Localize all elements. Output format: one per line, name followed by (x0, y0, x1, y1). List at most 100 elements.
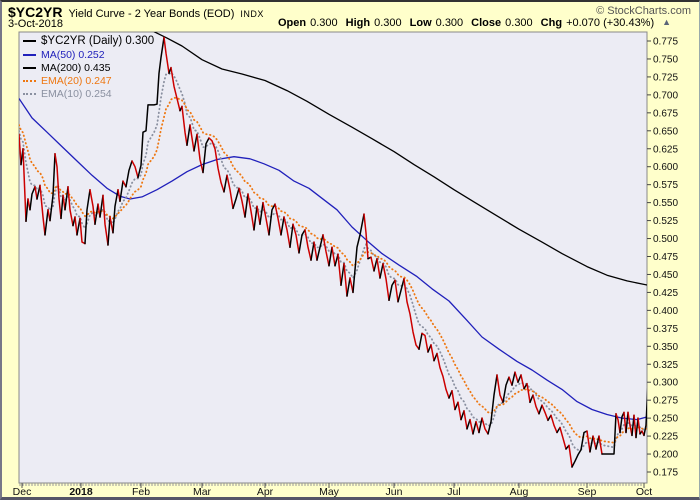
price-down-segment (430, 344, 435, 362)
y-axis-label: 0.475 (653, 252, 678, 263)
price-down-segment (532, 394, 540, 415)
y-axis-label: 0.600 (653, 162, 678, 173)
price-down-segment (274, 203, 282, 236)
price-up-segment (49, 153, 56, 222)
price-down-segment (238, 187, 246, 218)
ema10-line (19, 71, 647, 451)
price-up-segment (125, 160, 133, 188)
price-down-segment (226, 174, 234, 210)
y-axis-label: 0.575 (653, 180, 678, 191)
price-up-segment (352, 213, 365, 294)
price-up-segment (223, 174, 228, 193)
price-up-segment (379, 262, 384, 279)
price-up-segment (202, 137, 210, 174)
price-up-segment (346, 277, 351, 297)
x-axis-label: Mar (193, 486, 212, 498)
ma200-line (153, 32, 647, 286)
price-down-segment (208, 137, 225, 193)
price-down-segment (514, 371, 519, 383)
x-axis-label: Feb (132, 486, 150, 498)
y-axis-label: 0.550 (653, 198, 678, 209)
price-down-segment (559, 426, 567, 450)
low-quote: Low 0.300 (409, 17, 464, 29)
price-up-segment (193, 133, 198, 152)
instrument-name: Yield Curve - 2 Year Bonds (EOD) (68, 8, 235, 20)
price-down-segment (403, 278, 420, 350)
y-axis-label: 0.175 (653, 468, 678, 479)
price-down-segment (586, 430, 591, 453)
y-axis-label: 0.675 (653, 108, 678, 119)
series-layer (19, 32, 647, 468)
price-up-segment (186, 124, 191, 146)
price-up-segment (589, 435, 594, 453)
price-up-segment (571, 430, 588, 468)
price-up-segment (316, 234, 324, 261)
price-down-segment (363, 213, 369, 260)
y-axis-label: 0.275 (653, 396, 678, 407)
price-down-segment (34, 186, 38, 200)
price-up-segment (232, 187, 240, 210)
y-axis: 0.775 0.750 0.725 0.700 0.675 0.650 0.625 0.600… (647, 37, 678, 479)
price-up-segment (44, 209, 49, 236)
price-down-segment (189, 124, 195, 152)
price-down-segment (67, 186, 74, 227)
y-axis-label: 0.525 (653, 216, 678, 227)
price-down-segment (196, 133, 204, 174)
chart-title: $YC2YR Yield Curve - 2 Year Bonds (EOD) … (8, 4, 264, 20)
price-up-segment (119, 180, 124, 202)
price-down-segment (170, 66, 181, 112)
price-down-segment (247, 193, 255, 231)
price-up-segment (373, 257, 378, 272)
price-up-segment (280, 216, 285, 236)
price-up-segment (388, 279, 396, 302)
price-down-segment (627, 411, 633, 437)
x-axis-label: Oct (636, 486, 652, 498)
x-axis-label: Dec (13, 486, 32, 498)
y-axis-label: 0.650 (653, 126, 678, 137)
price-up-segment (25, 198, 29, 223)
price-down-segment (102, 194, 109, 246)
price-down-segment (598, 435, 603, 455)
price-up-segment (29, 186, 36, 211)
price-down-segment (262, 201, 270, 236)
price-down-segment (337, 253, 342, 286)
price-down-segment (292, 223, 300, 254)
price-down-segment (520, 374, 525, 390)
price-up-segment (259, 201, 264, 225)
price-down-segment (322, 234, 330, 267)
price-up-segment (619, 411, 625, 434)
price-down-segment (463, 410, 468, 430)
price-up-segment (310, 241, 315, 261)
price-down-segment (568, 444, 573, 468)
price-up-segment (601, 413, 617, 455)
y-axis-label: 0.375 (653, 324, 678, 335)
price-up-segment (643, 387, 647, 437)
exchange-label: INDX (240, 9, 264, 19)
y-axis-label: 0.400 (653, 306, 678, 317)
price-down-segment (343, 262, 348, 297)
price-down-segment (526, 382, 531, 404)
price-down-segment (19, 133, 22, 166)
price-series (19, 36, 647, 468)
price-down-segment (79, 217, 86, 245)
price-up-segment (529, 394, 534, 404)
y-axis-label: 0.200 (653, 450, 678, 461)
x-axis-label: Aug (510, 486, 529, 498)
price-up-segment (253, 205, 258, 231)
price-down-segment (436, 352, 450, 399)
price-down-segment (457, 401, 462, 421)
y-axis-label: 0.725 (653, 72, 678, 83)
price-down-segment (475, 420, 480, 434)
price-up-segment (137, 36, 165, 179)
price-up-segment (60, 194, 64, 220)
price-down-segment (451, 390, 456, 411)
price-down-segment (256, 205, 261, 225)
price-down-segment (181, 105, 188, 146)
price-down-segment (376, 257, 381, 279)
price-up-segment (328, 246, 333, 267)
price-up-segment (397, 278, 405, 303)
price-up-segment (487, 374, 498, 435)
y-axis-label: 0.625 (653, 144, 678, 155)
y-axis-label: 0.350 (653, 342, 678, 353)
